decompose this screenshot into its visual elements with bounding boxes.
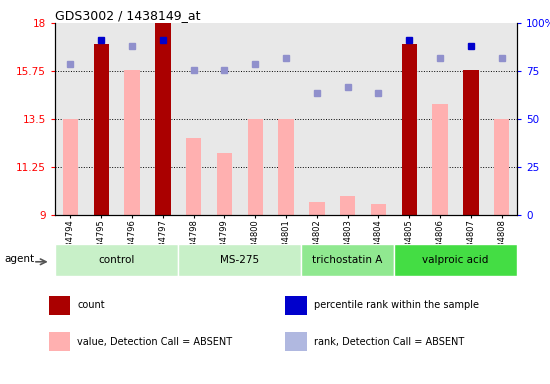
Bar [285,296,306,315]
Bar [340,196,355,215]
Bar [285,332,306,351]
Text: GDS3002 / 1438149_at: GDS3002 / 1438149_at [55,9,201,22]
Bar [248,119,263,215]
Bar [55,244,178,276]
Bar [186,138,201,215]
Bar [49,296,70,315]
Bar [494,119,509,215]
Bar [178,244,301,276]
Text: control: control [98,255,135,265]
Bar [63,119,78,215]
Bar [124,70,140,215]
Bar [402,45,417,215]
Bar [301,244,394,276]
Bar [155,23,170,215]
Bar [432,104,448,215]
Bar [371,204,386,215]
Text: count: count [77,300,104,310]
Bar [309,202,324,215]
Text: MS-275: MS-275 [220,255,260,265]
Text: trichostatin A: trichostatin A [312,255,383,265]
Bar [49,332,70,351]
Bar [463,70,478,215]
Text: agent: agent [4,253,35,263]
Bar [394,244,517,276]
Text: rank, Detection Call = ABSENT: rank, Detection Call = ABSENT [314,337,464,347]
Bar [94,45,109,215]
Text: percentile rank within the sample: percentile rank within the sample [314,300,478,310]
Bar [278,119,294,215]
Text: valproic acid: valproic acid [422,255,488,265]
Bar [217,153,232,215]
Text: value, Detection Call = ABSENT: value, Detection Call = ABSENT [77,337,232,347]
